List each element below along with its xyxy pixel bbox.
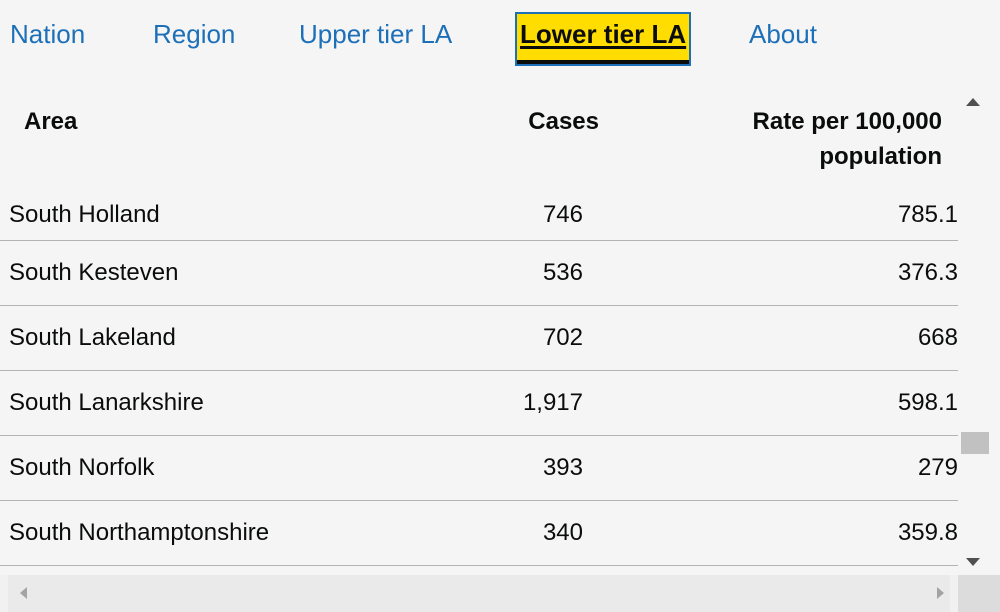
cell-area: South Norfolk xyxy=(0,435,444,501)
cell-area: South Lakeland xyxy=(0,305,444,371)
scrollbar-corner xyxy=(958,575,1000,612)
cell-cases: 702 xyxy=(444,305,599,371)
tab-about[interactable]: About xyxy=(749,19,817,49)
tab-upper-tier-la[interactable]: Upper tier LA xyxy=(299,19,453,49)
horizontal-scrollbar-track[interactable] xyxy=(8,575,950,612)
triangle-left-icon[interactable] xyxy=(20,587,27,599)
horizontal-scrollbar[interactable] xyxy=(0,575,958,612)
cell-rate: 598.1 xyxy=(599,370,958,436)
table-row: South Kesteven 536 376.3 xyxy=(0,240,958,306)
cell-cases: 340 xyxy=(444,500,599,566)
cell-area: South Northamptonshire xyxy=(0,500,444,566)
cell-area: South Kesteven xyxy=(0,240,444,306)
triangle-up-icon[interactable] xyxy=(966,98,980,106)
table-header-row: Area Cases Rate per 100,000 population xyxy=(0,88,958,190)
cell-rate: 376.3 xyxy=(599,240,958,306)
header-area[interactable]: Area xyxy=(24,108,78,135)
cell-rate: 668 xyxy=(599,305,958,371)
triangle-down-icon[interactable] xyxy=(966,558,980,566)
data-table: Area Cases Rate per 100,000 population S… xyxy=(0,88,958,566)
cell-cases: 1,917 xyxy=(444,370,599,436)
table-row: South Lakeland 702 668 xyxy=(0,305,958,371)
cell-cases: 536 xyxy=(444,240,599,306)
vertical-scrollbar-thumb[interactable] xyxy=(961,432,989,454)
header-rate-label: Rate per 100,000 population xyxy=(752,108,942,170)
header-rate[interactable]: Rate per 100,000 population xyxy=(599,88,958,190)
cell-rate: 785.1 xyxy=(599,190,958,241)
cell-rate: 359.8 xyxy=(599,500,958,566)
cell-cases: 393 xyxy=(444,435,599,501)
table-row: South Lanarkshire 1,917 598.1 xyxy=(0,370,958,436)
table-row: South Holland 746 785.1 xyxy=(0,190,958,241)
cell-area: South Lanarkshire xyxy=(0,370,444,436)
tab-bar: Nation Region Upper tier LA Lower tier L… xyxy=(0,0,1000,75)
cell-rate: 279 xyxy=(599,435,958,501)
cell-area: South Holland xyxy=(0,190,444,241)
tab-lower-tier-la[interactable]: Lower tier LA xyxy=(514,12,692,66)
cell-cases: 746 xyxy=(444,190,599,241)
data-table-container[interactable]: Area Cases Rate per 100,000 population S… xyxy=(0,88,958,572)
tab-region[interactable]: Region xyxy=(153,19,236,49)
vertical-scrollbar[interactable] xyxy=(958,88,992,572)
tab-nation[interactable]: Nation xyxy=(10,19,86,49)
table-row: South Norfolk 393 279 xyxy=(0,435,958,501)
header-cases[interactable]: Cases xyxy=(528,108,599,135)
triangle-right-icon[interactable] xyxy=(937,587,944,599)
table-row: South Northamptonshire 340 359.8 xyxy=(0,500,958,566)
